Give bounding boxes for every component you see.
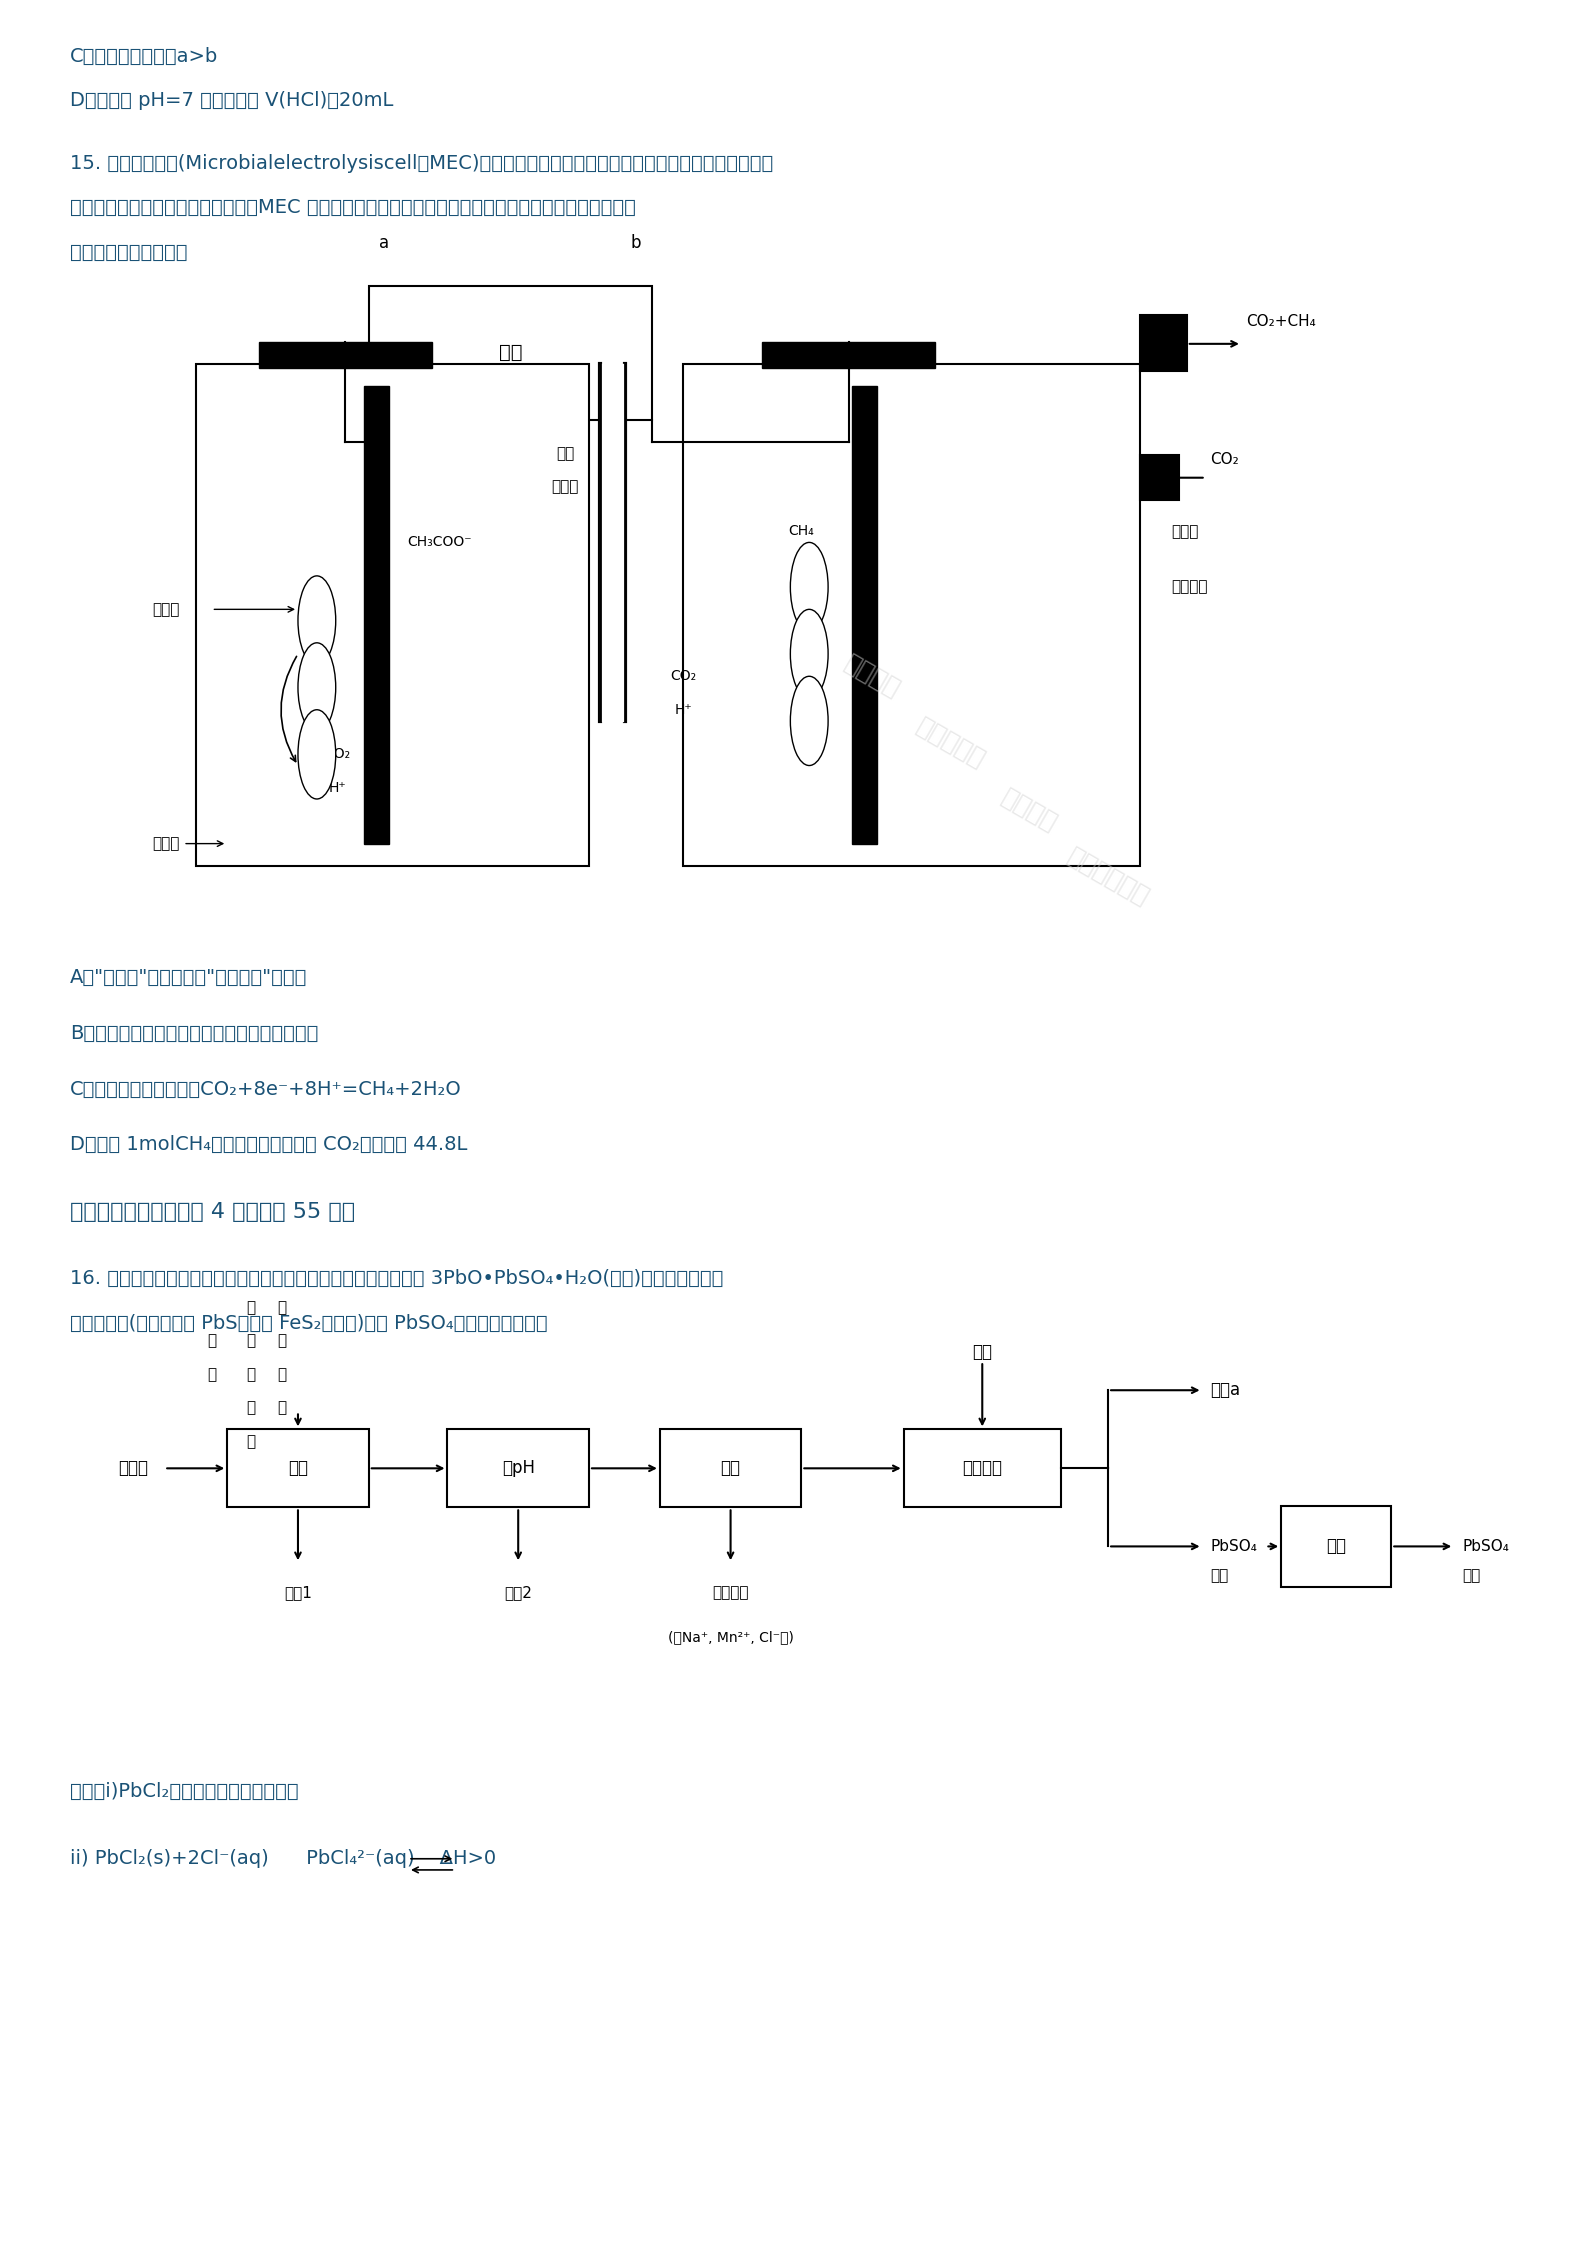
Text: 微信搜索: 微信搜索 xyxy=(840,651,905,703)
Text: 关注即可: 关注即可 xyxy=(998,786,1062,835)
Text: 离子: 离子 xyxy=(557,447,574,460)
Text: 硫酸: 硫酸 xyxy=(973,1343,992,1360)
Ellipse shape xyxy=(790,608,828,698)
Text: PbSO₄: PbSO₄ xyxy=(1462,1538,1509,1554)
Text: 烘干: 烘干 xyxy=(1327,1538,1346,1556)
Text: CH₄: CH₄ xyxy=(789,525,814,539)
Bar xyxy=(660,1430,801,1506)
Bar xyxy=(1281,1506,1392,1587)
Text: 饱: 饱 xyxy=(246,1300,256,1316)
Text: H⁺: H⁺ xyxy=(329,781,346,795)
Text: 高考早知道: 高考早知道 xyxy=(913,714,989,772)
Text: 氧: 氧 xyxy=(278,1334,287,1349)
Text: 二、非选择题：本题共 4 小题，共 55 分。: 二、非选择题：本题共 4 小题，共 55 分。 xyxy=(70,1201,355,1221)
Text: 粉末: 粉末 xyxy=(1462,1567,1481,1583)
Text: 15. 微生物电解池(Microbialelectrolysiscell，MEC)是一种新型的且能兼顾氢气或甲烷回收的废水处理技术，: 15. 微生物电解池(Microbialelectrolysiscell，MEC… xyxy=(70,153,773,173)
Text: 滤渣2: 滤渣2 xyxy=(505,1585,532,1601)
Bar xyxy=(903,1430,1062,1506)
Text: H⁺: H⁺ xyxy=(674,703,692,716)
Bar xyxy=(684,364,1139,867)
Text: D．滴定至 pH=7 时，加入的 V(HCl)为20mL: D．滴定至 pH=7 时，加入的 V(HCl)为20mL xyxy=(70,92,394,110)
Text: 水: 水 xyxy=(246,1435,256,1448)
Text: 浸取: 浸取 xyxy=(287,1459,308,1477)
Text: 16. 硫酸铅广泛应用于制造铅蓄电池、白色颜料以及精细化工产品 3PbO•PbSO₄•H₂O(三盐)等。工业生产中: 16. 硫酸铅广泛应用于制造铅蓄电池、白色颜料以及精细化工产品 3PbO•PbS… xyxy=(70,1268,724,1289)
Text: 获取最新资料: 获取最新资料 xyxy=(1063,844,1154,909)
Text: C．阴极的电极反应式为CO₂+8e⁻+8H⁺=CH₄+2H₂O: C．阴极的电极反应式为CO₂+8e⁻+8H⁺=CH₄+2H₂O xyxy=(70,1080,462,1098)
Text: 和: 和 xyxy=(246,1334,256,1349)
Text: CO₂: CO₂ xyxy=(670,669,697,682)
Text: 将电化学法和生物还原法有机结合，MEC 具有很好的应用前景。微生物电化学产甲烷法的装置如图所示。: 将电化学法和生物还原法有机结合，MEC 具有很好的应用前景。微生物电化学产甲烷法… xyxy=(70,198,636,218)
Ellipse shape xyxy=(298,642,336,732)
Text: 二: 二 xyxy=(278,1300,287,1316)
Text: 调pH: 调pH xyxy=(501,1459,535,1477)
Bar xyxy=(227,1430,368,1506)
Text: 锰: 锰 xyxy=(278,1401,287,1417)
Text: 酸: 酸 xyxy=(206,1367,216,1383)
Text: 盐: 盐 xyxy=(246,1401,256,1417)
Text: 酸性溶液: 酸性溶液 xyxy=(713,1585,749,1601)
Ellipse shape xyxy=(790,543,828,631)
Text: 产甲烷菌: 产甲烷菌 xyxy=(1171,579,1208,595)
Text: 电源: 电源 xyxy=(498,343,522,361)
Text: 已知：i)PbCl₂难溶于冷水，易溶于热水: 已知：i)PbCl₂难溶于冷水，易溶于热水 xyxy=(70,1783,298,1800)
Bar xyxy=(448,1430,589,1506)
Text: CO₂: CO₂ xyxy=(1211,451,1239,467)
Text: 滤液a: 滤液a xyxy=(1211,1381,1241,1399)
Text: 电解液: 电解液 xyxy=(1171,523,1198,539)
Bar xyxy=(762,341,935,368)
Text: A．"产电菌"极的电势比"产甲烷菌"极的低: A．"产电菌"极的电势比"产甲烷菌"极的低 xyxy=(70,968,308,988)
Text: 盐: 盐 xyxy=(206,1334,216,1349)
Text: D．若产 1molCH₄，理论上阳极室生成 CO₂的体积为 44.8L: D．若产 1molCH₄，理论上阳极室生成 CO₂的体积为 44.8L xyxy=(70,1136,467,1154)
Bar xyxy=(195,364,589,867)
Text: PbSO₄: PbSO₄ xyxy=(1211,1538,1257,1554)
Bar xyxy=(852,386,878,844)
Text: 交换膜: 交换膜 xyxy=(552,478,579,494)
Text: CO₂: CO₂ xyxy=(324,748,351,761)
Text: 沉淀转化: 沉淀转化 xyxy=(962,1459,1003,1477)
Text: CH₃COO⁻: CH₃COO⁻ xyxy=(408,534,471,550)
Text: 化: 化 xyxy=(278,1367,287,1383)
Text: C．水的电离程度：a>b: C．水的电离程度：a>b xyxy=(70,47,217,65)
Text: B．该微生物电解池工作时将化学能转化为电能: B．该微生物电解池工作时将化学能转化为电能 xyxy=(70,1024,319,1042)
Text: 食: 食 xyxy=(246,1367,256,1383)
Bar xyxy=(1139,456,1179,501)
Text: 滤渣1: 滤渣1 xyxy=(284,1585,313,1601)
Text: 利用方铅矿(主要成分为 PbS，含有 FeS₂等杂质)制备 PbSO₄的工艺流程如下：: 利用方铅矿(主要成分为 PbS，含有 FeS₂等杂质)制备 PbSO₄的工艺流程… xyxy=(70,1313,548,1334)
Text: 晶体: 晶体 xyxy=(1211,1567,1228,1583)
Text: CO₂+CH₄: CO₂+CH₄ xyxy=(1246,314,1316,330)
Bar xyxy=(1139,314,1187,370)
Text: 电解液: 电解液 xyxy=(152,835,179,851)
Ellipse shape xyxy=(298,709,336,799)
Bar xyxy=(259,341,432,368)
Text: a: a xyxy=(379,233,389,251)
Text: 产电菌: 产电菌 xyxy=(152,602,179,617)
Text: ii) PbCl₂(s)+2Cl⁻(aq)      PbCl₄²⁻(aq)    ΔH>0: ii) PbCl₂(s)+2Cl⁻(aq) PbCl₄²⁻(aq) ΔH>0 xyxy=(70,1850,497,1868)
FancyBboxPatch shape xyxy=(368,285,652,420)
Ellipse shape xyxy=(790,676,828,766)
Text: (含Na⁺, Mn²⁺, Cl⁻等): (含Na⁺, Mn²⁺, Cl⁻等) xyxy=(668,1630,794,1643)
Bar xyxy=(363,386,389,844)
Text: 下列有关说法正确的是: 下列有关说法正确的是 xyxy=(70,242,187,263)
Ellipse shape xyxy=(298,577,336,665)
Text: 沉淀: 沉淀 xyxy=(720,1459,741,1477)
Text: b: b xyxy=(632,233,641,251)
Text: 方铅矿: 方铅矿 xyxy=(117,1459,148,1477)
